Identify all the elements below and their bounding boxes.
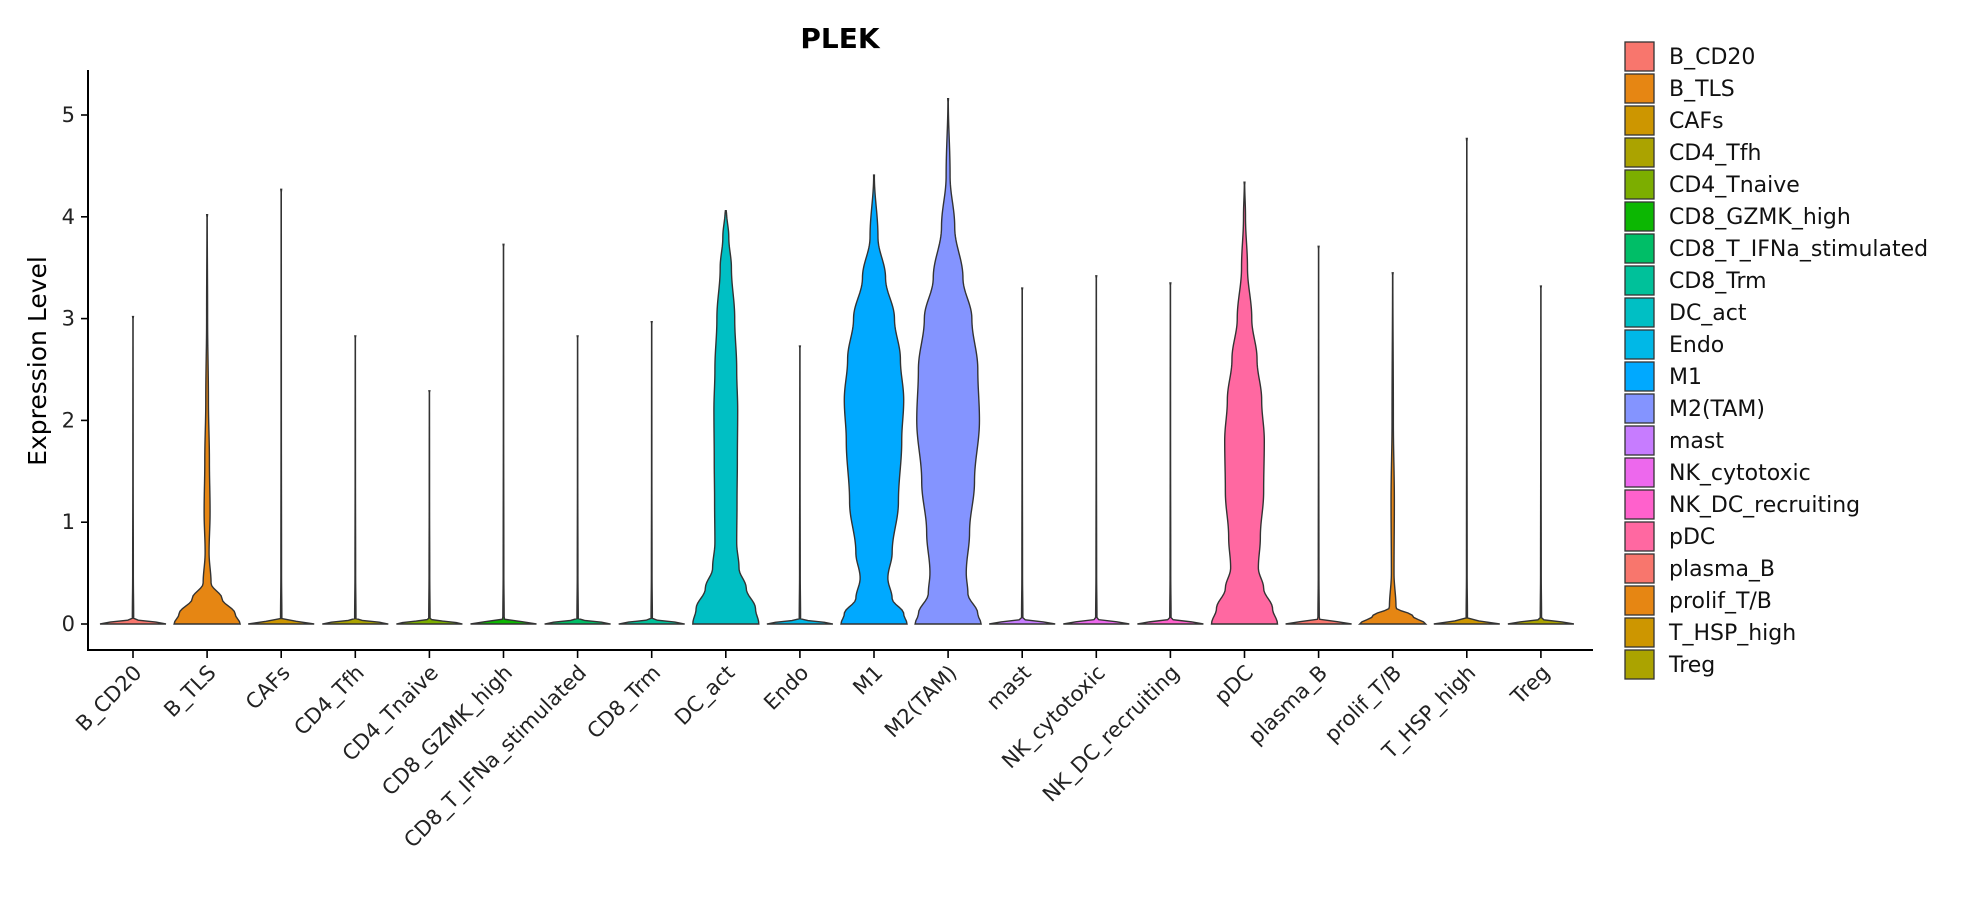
x-tick-label-dc-act: DC_act <box>670 661 740 731</box>
x-tick-label-cd8-gzmk-high: CD8_GZMK_high <box>377 661 517 801</box>
y-tick-label: 0 <box>62 612 75 636</box>
violin-cd8-gzmk-high <box>470 243 537 625</box>
chart-title: PLEK <box>800 22 880 55</box>
legend-key-cd4-tnaive <box>1624 169 1655 200</box>
legend-key-plasma-b <box>1624 553 1655 584</box>
x-tick-label-cafs: CAFs <box>241 661 295 715</box>
violin-t-hsp-high <box>1433 137 1500 625</box>
legend-key-cd8-trm <box>1624 265 1655 296</box>
legend-key-endo <box>1624 329 1655 360</box>
legend-key-nk-cytotoxic <box>1624 457 1655 488</box>
violin-nk-cytotoxic <box>1063 275 1130 625</box>
legend-key-cd8-t-ifna-stimulated <box>1624 233 1655 264</box>
violin-prolif-t-b <box>1357 272 1428 625</box>
legend-label-dc-act: DC_act <box>1669 301 1747 326</box>
x-tick-label-b-cd20: B_CD20 <box>71 661 147 737</box>
legend-label-endo: Endo <box>1669 333 1724 358</box>
violin-cd4-tfh <box>322 335 389 625</box>
legend-label-cd8-gzmk-high: CD8_GZMK_high <box>1669 205 1851 230</box>
legend-key-nk-dc-recruiting <box>1624 489 1655 520</box>
y-tick-label: 1 <box>62 510 75 534</box>
legend-label-cd4-tnaive: CD4_Tnaive <box>1669 173 1800 198</box>
violin-dc-act <box>692 209 760 625</box>
y-tick-label: 5 <box>62 103 75 127</box>
x-tick-label-cd8-trm: CD8_Trm <box>582 661 666 745</box>
legend-label-cd4-tfh: CD4_Tfh <box>1669 141 1761 166</box>
legend-label-b-cd20: B_CD20 <box>1669 45 1755 70</box>
x-tick-label-treg: Treg <box>1506 661 1555 710</box>
violin-cd8-t-ifna-stimulated <box>544 335 611 625</box>
legend-label-m2-tam: M2(TAM) <box>1669 397 1765 422</box>
violin-mast <box>989 287 1056 625</box>
y-tick-label: 2 <box>62 408 75 432</box>
legend-key-cd4-tfh <box>1624 137 1655 168</box>
legend-key-m1 <box>1624 361 1655 392</box>
y-ticks: 0 1 2 3 4 5 <box>62 103 88 636</box>
y-tick-label: 3 <box>62 307 75 331</box>
violin-m2-tam <box>914 98 982 625</box>
legend-key-pdc <box>1624 521 1655 552</box>
legend-label-nk-dc-recruiting: NK_DC_recruiting <box>1669 493 1860 518</box>
violin-m1 <box>840 174 908 625</box>
legend-label-pdc: pDC <box>1669 525 1715 550</box>
legend-label-t-hsp-high: T_HSP_high <box>1668 621 1796 646</box>
legend-key-b-tls <box>1624 73 1655 104</box>
violins-layer <box>99 98 1575 625</box>
violin-cd8-trm <box>618 320 685 625</box>
legend-label-cafs: CAFs <box>1669 109 1724 134</box>
legend-key-prolif-t-b <box>1624 585 1655 616</box>
legend-label-prolif-t-b: prolif_T/B <box>1669 589 1772 614</box>
x-tick-label-b-tls: B_TLS <box>159 661 221 723</box>
legend-key-treg <box>1624 649 1655 680</box>
legend-label-b-tls: B_TLS <box>1669 77 1735 102</box>
legend-label-cd8-trm: CD8_Trm <box>1669 269 1767 294</box>
legend-key-b-cd20 <box>1624 41 1655 72</box>
legend-key-m2-tam <box>1624 393 1655 424</box>
legend: B_CD20 B_TLS CAFs CD4_Tfh CD4_Tnaive CD8_GZMK… <box>1624 41 1928 680</box>
legend-label-mast: mast <box>1669 429 1724 454</box>
violin-treg <box>1507 285 1575 625</box>
legend-label-cd8-t-ifna-stimulated: CD8_T_IFNa_stimulated <box>1669 237 1928 262</box>
violin-nk-dc-recruiting <box>1137 282 1204 625</box>
violin-cd4-tnaive <box>396 390 463 625</box>
legend-key-cd8-gzmk-high <box>1624 201 1655 232</box>
violin-endo <box>766 345 834 625</box>
x-tick-label-pdc: pDC <box>1210 661 1258 709</box>
x-tick-label-plasma-b: plasma_B <box>1244 661 1333 750</box>
x-tick-label-m1: M1 <box>848 661 887 700</box>
x-tick-label-nk-dc-recruiting: NK_DC_recruiting <box>1038 661 1185 808</box>
x-ticks: B_CD20 B_TLS CAFsCD4_TfhCD4_TnaiveCD8_GZMK… <box>71 651 1554 853</box>
violin-b-cd20 <box>99 315 167 625</box>
y-axis-title: Expression Level <box>23 256 52 466</box>
violin-cafs <box>248 188 315 625</box>
violin-pdc <box>1210 181 1279 625</box>
legend-label-plasma-b: plasma_B <box>1669 557 1775 582</box>
legend-key-cafs <box>1624 105 1655 136</box>
x-tick-label-mast: mast <box>982 661 1036 715</box>
x-tick-label-endo: Endo <box>759 661 813 715</box>
violin-b-tls <box>173 214 242 625</box>
legend-label-m1: M1 <box>1669 365 1702 390</box>
legend-key-dc-act <box>1624 297 1655 328</box>
legend-key-t-hsp-high <box>1624 617 1655 648</box>
y-tick-label: 4 <box>62 205 75 229</box>
legend-label-nk-cytotoxic: NK_cytotoxic <box>1669 461 1811 486</box>
x-tick-label-m2-tam: M2(TAM) <box>880 661 962 743</box>
legend-key-mast <box>1624 425 1655 456</box>
violin-plasma-b <box>1285 245 1352 625</box>
legend-label-treg: Treg <box>1668 653 1715 678</box>
